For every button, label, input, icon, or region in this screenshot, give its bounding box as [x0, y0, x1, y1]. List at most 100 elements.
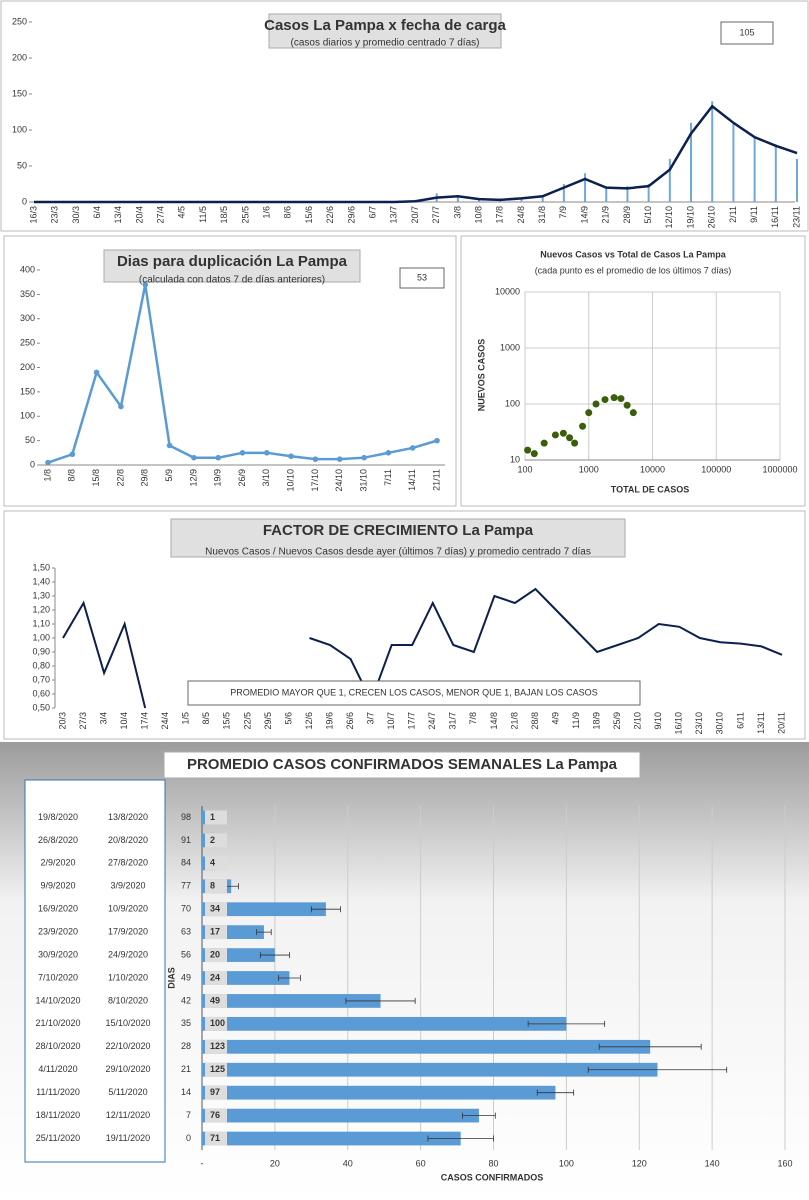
bar [520, 197, 523, 202]
label-bg [205, 993, 227, 1008]
y-tick-label: 150 [20, 386, 35, 396]
x-tick-label: 20/3 [57, 712, 67, 730]
bar [584, 173, 587, 202]
x-tick-label: 20/7 [410, 206, 420, 224]
date-start: 8/10/2020 [108, 995, 148, 1005]
bar [647, 184, 650, 202]
date-start: 3/9/2020 [110, 881, 145, 891]
y-tick-label: 1,30 [32, 590, 50, 600]
x-tick-label: 4/9 [550, 712, 560, 725]
label-bg [205, 1039, 227, 1054]
value-label: 125 [210, 1064, 225, 1074]
x-tick-label: 5/9 [164, 469, 174, 482]
error-bar [587, 1066, 728, 1073]
value-label: 2 [210, 835, 215, 845]
point [524, 446, 532, 454]
y-tick-label: 10000 [495, 286, 520, 296]
bar [202, 902, 326, 917]
chart-subtitle: (cada punto es el promedio de los último… [535, 265, 732, 275]
y-tick-label: 0 [22, 196, 27, 206]
point [191, 454, 197, 461]
x-tick-label: 6/7 [367, 206, 377, 219]
value-label: 76 [210, 1110, 220, 1120]
bar [456, 196, 459, 202]
date-end: 7/10/2020 [38, 972, 78, 982]
bar [541, 194, 544, 202]
bar [202, 1039, 651, 1054]
chart-title: PROMEDIO CASOS CONFIRMADOS SEMANALES La … [187, 756, 618, 773]
error-bar [427, 1135, 494, 1142]
point [610, 394, 618, 402]
y-tick-label: 10 [510, 454, 520, 464]
x-tick-label: 30/10 [715, 712, 725, 735]
bar [562, 184, 565, 202]
error-bar [256, 929, 272, 936]
x-tick-label: 9/10 [653, 712, 663, 730]
x-tick-label: 1/5 [181, 712, 191, 725]
x-tick-label: 29/6 [346, 206, 356, 224]
x-tick-label: 17/8 [495, 206, 505, 224]
bar [605, 187, 608, 202]
x-tick-label: 26/10 [707, 206, 717, 229]
y-tick-label: 250 [20, 338, 35, 348]
x-tick-label: 27/3 [78, 712, 88, 730]
annotation-box [399, 267, 445, 289]
date-start: 15/10/2020 [105, 1018, 150, 1028]
x-tick-label: 25/9 [612, 712, 622, 730]
bar [202, 1016, 567, 1031]
date-box [24, 779, 166, 1163]
x-tick-label: 13/7 [389, 206, 399, 224]
x-tick-label: 16/11 [770, 206, 780, 228]
date-end: 30/9/2020 [38, 949, 78, 959]
y-axis-title: NUEVOS CASOS [476, 339, 486, 412]
x-tick-label: 3/10 [261, 469, 271, 487]
x-tick-label: 27/7 [431, 206, 441, 224]
x-tick-label: 12/10 [664, 206, 674, 229]
date-end: 11/11/2020 [36, 1087, 80, 1097]
point [629, 409, 637, 417]
x-tick-label: 29/8 [140, 469, 150, 487]
label-bg [205, 971, 227, 985]
value-label: 123 [210, 1041, 225, 1051]
x-tick-label: - [201, 1158, 204, 1168]
point [118, 403, 124, 410]
error-bar [259, 952, 290, 959]
y-tick-label: 91 [181, 835, 191, 845]
point [559, 429, 567, 437]
x-tick-label: 16/3 [28, 206, 38, 224]
x-tick-label: 23/11 [791, 206, 801, 228]
label-bg [205, 1016, 227, 1031]
x-tick-label: 10000 [640, 464, 665, 474]
y-tick-label: 98 [181, 812, 191, 822]
date-start: 20/8/2020 [108, 835, 148, 845]
value-label: 100 [210, 1018, 225, 1028]
point [264, 450, 270, 456]
x-axis-title: TOTAL DE CASOS [611, 484, 690, 494]
point [312, 456, 319, 462]
date-end: 26/8/2020 [38, 835, 78, 845]
x-tick-label: 3/8 [452, 206, 462, 219]
date-end: 4/11/2020 [38, 1064, 77, 1074]
date-start: 22/10/2020 [105, 1041, 150, 1051]
x-tick-label: 10/10 [286, 469, 296, 492]
annotation-box [720, 21, 774, 45]
y-tick-label: 70 [181, 904, 191, 914]
annotation: 105 [739, 27, 754, 37]
y-tick-label: 0 [30, 459, 35, 469]
point [215, 454, 221, 461]
annotation-box [187, 680, 641, 706]
y-tick-label: 400 [20, 264, 35, 274]
date-start: 24/9/2020 [108, 949, 148, 959]
label-bg [205, 1085, 227, 1100]
error-bar [462, 1112, 496, 1119]
y-tick-label: 50 [25, 435, 35, 445]
chart-subtitle: Nuevos Casos / Nuevos Casos desde ayer (… [205, 547, 591, 558]
bar [668, 158, 671, 202]
x-tick-label: 9/11 [749, 206, 759, 223]
y-tick-label: 0,50 [32, 702, 50, 712]
label-bg [205, 925, 227, 940]
y-tick-label: 0,90 [32, 646, 50, 656]
x-tick-label: 8/8 [67, 469, 77, 482]
date-start: 10/9/2020 [108, 904, 148, 914]
y-tick-label: 63 [181, 927, 191, 937]
